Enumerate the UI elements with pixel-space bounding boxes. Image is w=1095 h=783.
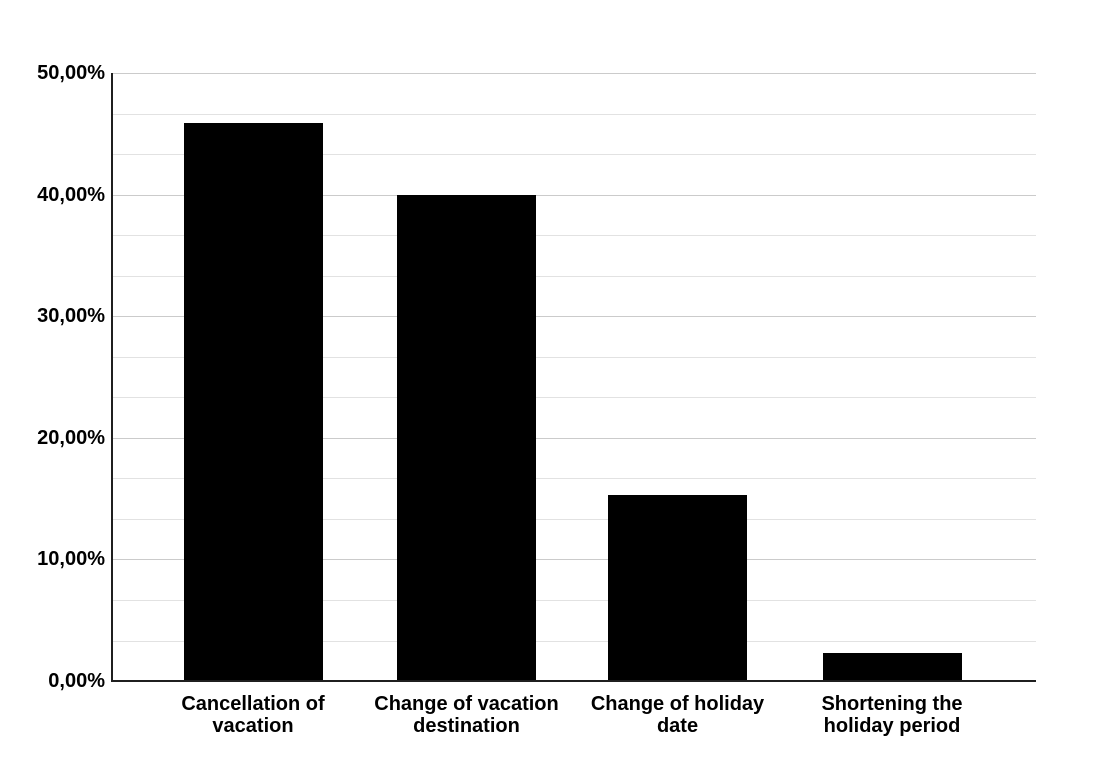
y-tick-label: 10,00% <box>37 548 105 571</box>
x-category-label: Shortening the holiday period <box>821 693 963 737</box>
plot-area <box>111 73 1036 682</box>
y-tick-label: 0,00% <box>48 670 105 692</box>
minor-gridline <box>112 518 1036 520</box>
major-gridline <box>112 194 1036 196</box>
y-tick-label: 20,00% <box>37 426 105 449</box>
x-category-label: Cancellation of vacation <box>181 693 325 737</box>
bar-shortening-the-holiday-period <box>822 653 962 681</box>
minor-gridline <box>112 478 1036 480</box>
minor-gridline <box>112 356 1036 358</box>
minor-gridline <box>112 154 1036 156</box>
minor-gridline <box>112 275 1036 277</box>
x-category-label: Change of vacation destination <box>374 693 559 737</box>
major-gridline <box>112 316 1036 318</box>
y-tick-label: 30,00% <box>37 305 105 328</box>
minor-gridline <box>112 113 1036 115</box>
major-gridline <box>112 437 1036 439</box>
x-axis-line <box>111 680 1036 682</box>
y-tick-label: 40,00% <box>37 183 105 206</box>
bar-cancellation-of-vacation <box>183 122 323 681</box>
major-gridline <box>112 73 1036 74</box>
x-category-label: Change of holiday date <box>590 693 765 737</box>
minor-gridline <box>112 397 1036 399</box>
y-tick-label: 50,00% <box>37 62 105 84</box>
minor-gridline <box>112 235 1036 237</box>
minor-gridline <box>112 640 1036 642</box>
major-gridline <box>112 559 1036 561</box>
bar-change-of-vacation-destination <box>397 194 536 681</box>
bar-change-of-holiday-date <box>608 495 747 681</box>
y-axis-line <box>111 73 113 681</box>
minor-gridline <box>112 599 1036 601</box>
